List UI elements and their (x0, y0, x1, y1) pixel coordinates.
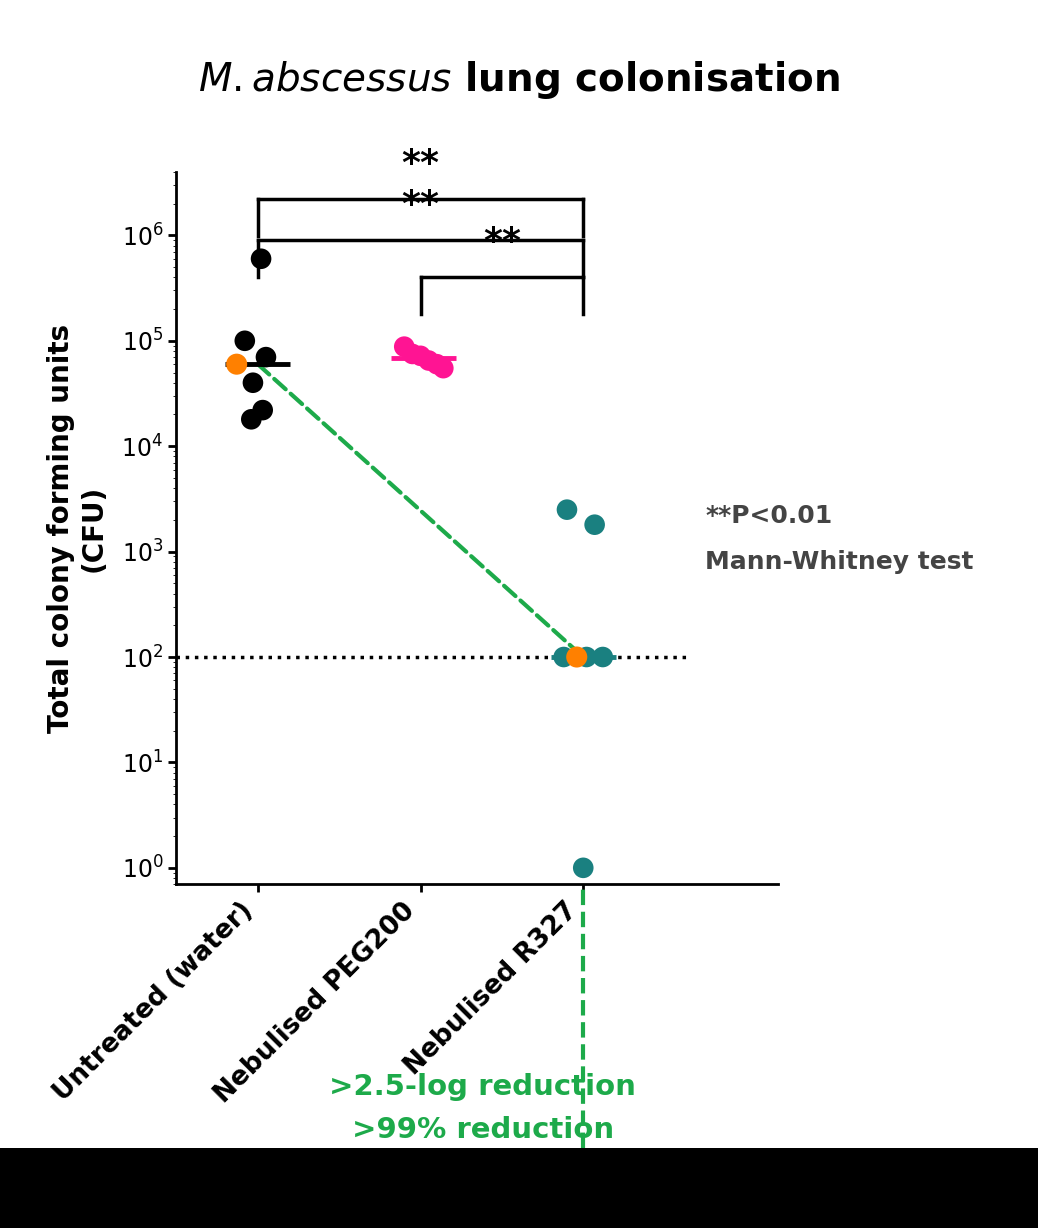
Point (245, 373, 262, 393)
Point (586, 515, 603, 534)
Point (435, 359, 452, 378)
Point (595, 647, 611, 667)
Point (412, 346, 429, 366)
Point (429, 355, 445, 375)
Point (253, 249, 270, 269)
Point (237, 332, 253, 351)
Point (420, 351, 437, 371)
Text: >99% reduction: >99% reduction (352, 1116, 613, 1143)
Text: **P<0.01: **P<0.01 (705, 503, 832, 528)
Text: >2.5-log reduction: >2.5-log reduction (329, 1073, 636, 1100)
Point (243, 409, 260, 429)
Text: **: ** (483, 225, 521, 259)
Point (558, 500, 575, 519)
Point (575, 858, 592, 878)
Text: **: ** (402, 188, 439, 221)
Point (254, 400, 271, 420)
Text: Mann-Whitney test: Mann-Whitney test (705, 550, 974, 573)
Point (228, 355, 245, 375)
Point (555, 647, 572, 667)
Point (257, 348, 274, 367)
Point (404, 344, 420, 363)
Point (569, 647, 585, 667)
Y-axis label: Total colony forming units
(CFU): Total colony forming units (CFU) (47, 323, 108, 733)
Text: $\it{M. abscessus}$ lung colonisation: $\it{M. abscessus}$ lung colonisation (198, 59, 840, 101)
Point (578, 647, 595, 667)
Point (395, 336, 412, 356)
Text: **: ** (402, 146, 439, 181)
